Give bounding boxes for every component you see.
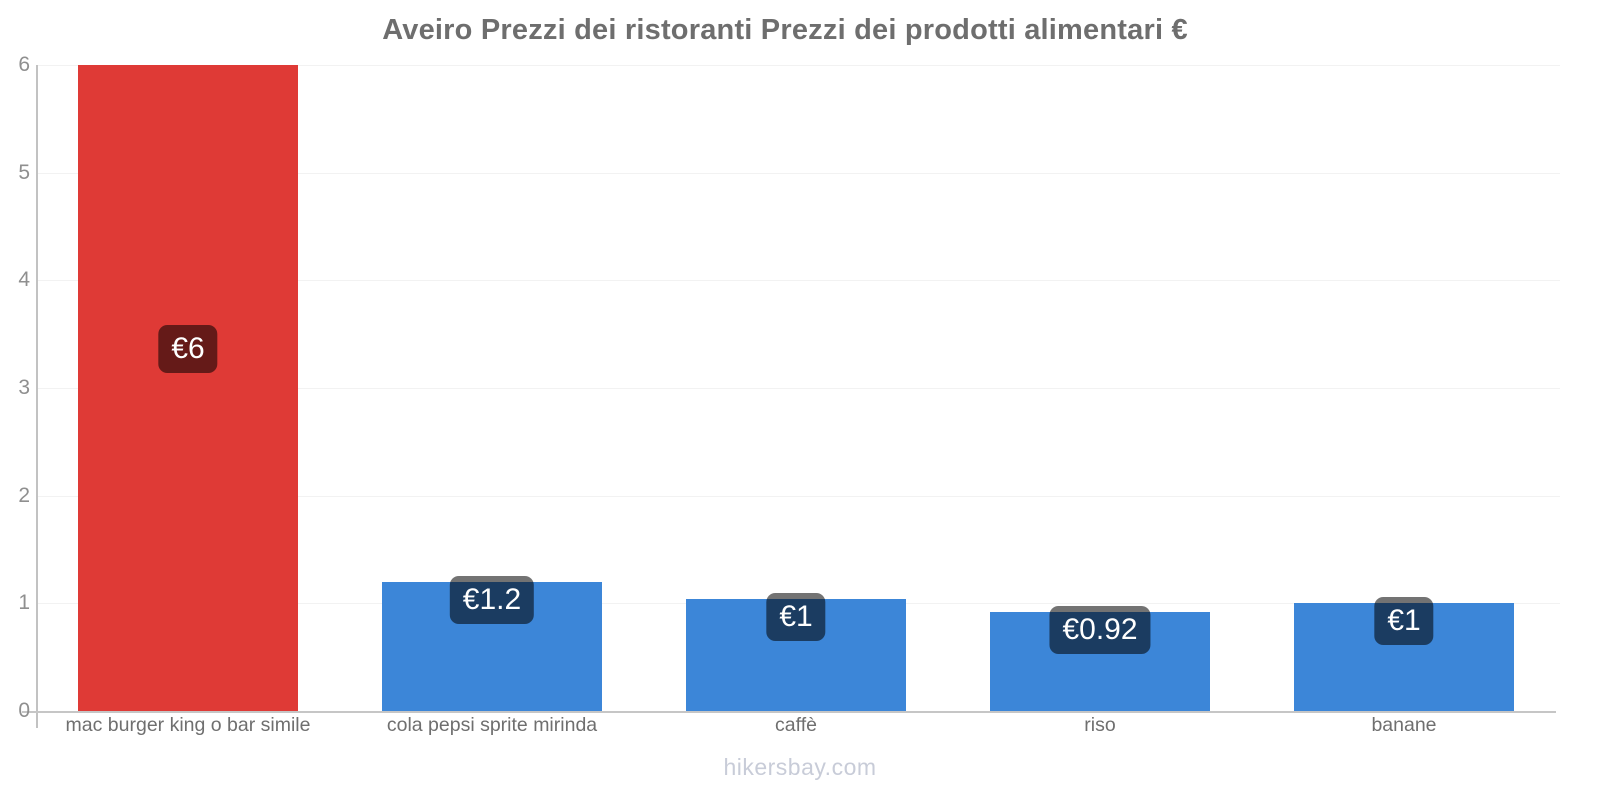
value-badge: €6 [158,325,218,374]
x-category-label: cola pepsi sprite mirinda [386,714,598,736]
x-category-label: caffè [775,714,817,736]
x-axis-line [22,711,1556,713]
y-tick-label: 5 [18,160,30,184]
y-tick-label: 6 [18,53,30,76]
value-badge: €0.92 [1049,605,1151,654]
bar-1 [78,65,298,711]
watermark: hikersbay.com [723,754,877,780]
gridline [36,172,1560,174]
x-category-label: banane [1371,714,1437,736]
y-tick-label: 1 [18,591,30,615]
y-tick-label: 0 [18,699,30,722]
y-tick-label: 2 [18,483,30,507]
gridline [36,280,1560,282]
x-category-label: riso [1084,714,1116,736]
chart-title: Aveiro Prezzi dei ristoranti Prezzi dei … [382,14,1188,46]
value-badge: €1 [766,593,826,642]
value-badge: €1.2 [449,575,535,624]
gridline [36,65,1560,66]
y-axis-line [36,65,38,728]
gridline [36,388,1560,389]
gridline [36,495,1560,497]
y-tick-label: 4 [18,268,30,292]
y-tick-label: 3 [18,376,30,399]
value-badge: €1 [1374,597,1434,646]
x-category-label: mac burger king o bar simile [65,714,311,736]
